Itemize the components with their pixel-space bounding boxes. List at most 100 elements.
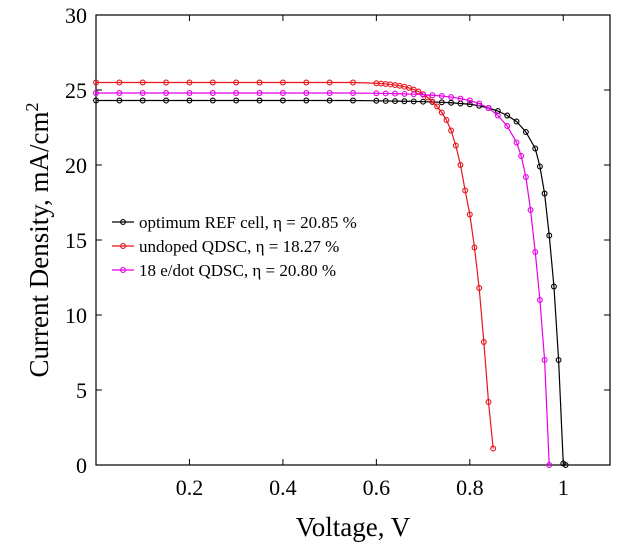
data-point [373, 97, 380, 104]
data-point [550, 283, 557, 290]
data-point [373, 90, 380, 97]
y-tick-labels: 0 5 10 15 20 25 30 [65, 3, 87, 478]
data-point [504, 112, 511, 119]
data-point [448, 99, 455, 106]
data-point [480, 339, 487, 345]
data-point [401, 98, 408, 105]
plot-area: 0.2 0.4 0.6 0.8 1 0 5 10 15 20 25 30 [65, 3, 611, 500]
data-point [256, 97, 263, 104]
data-point [438, 93, 445, 99]
data-point [555, 357, 562, 363]
data-point [209, 79, 216, 86]
series-0 [93, 97, 569, 468]
legend-label: optimum REF cell, η = 20.85 % [139, 213, 357, 232]
data-point [476, 285, 483, 291]
data-point [209, 90, 216, 96]
series-1 [93, 79, 497, 452]
data-point [326, 90, 333, 96]
data-point [546, 232, 553, 239]
data-point [546, 462, 553, 468]
x-tick-label: 1 [558, 475, 569, 500]
data-point [532, 249, 539, 255]
data-point [350, 97, 356, 104]
data-point [392, 98, 399, 105]
series-line [96, 92, 550, 466]
data-point [233, 90, 240, 96]
data-point [443, 117, 450, 123]
y-tick-label: 25 [65, 78, 87, 103]
data-point [186, 90, 193, 96]
data-point [401, 90, 408, 97]
legend-marker [120, 243, 126, 249]
data-point [326, 97, 333, 104]
y-tick-label: 30 [65, 3, 87, 28]
data-point [303, 90, 310, 96]
legend: optimum REF cell, η = 20.85 % undoped QDS… [112, 213, 357, 280]
data-point [163, 97, 170, 104]
series-layer [93, 79, 569, 468]
legend-label: 18 e/dot QDSC, η = 20.80 % [139, 261, 336, 280]
data-point [522, 129, 529, 135]
data-point [116, 97, 123, 104]
y-tick-label: 15 [65, 228, 87, 253]
data-point [326, 79, 333, 86]
data-point [527, 207, 534, 213]
data-point [457, 162, 464, 168]
data-point [256, 79, 263, 86]
data-point [163, 90, 170, 96]
data-point [522, 174, 529, 180]
data-point [186, 79, 193, 86]
y-tick-label: 10 [65, 303, 87, 328]
data-point [382, 97, 389, 104]
data-point [410, 98, 417, 105]
data-point [420, 98, 427, 105]
data-point [303, 97, 310, 104]
data-point [350, 90, 356, 96]
data-point [163, 79, 170, 86]
data-point [448, 127, 455, 134]
data-point [279, 90, 286, 96]
data-point [466, 97, 473, 104]
data-point [429, 98, 436, 105]
data-point [485, 399, 492, 405]
y-tick-label: 0 [76, 453, 87, 478]
data-point [452, 142, 459, 149]
data-point [504, 123, 511, 129]
data-point [116, 79, 123, 86]
axis-ticks [96, 14, 610, 466]
data-point [350, 79, 356, 86]
data-point [541, 190, 548, 197]
data-point [485, 105, 492, 111]
data-point [457, 95, 464, 102]
series-line [96, 99, 566, 466]
data-point [279, 97, 286, 104]
data-point [438, 109, 445, 116]
legend-entry-0: optimum REF cell, η = 20.85 % [112, 213, 357, 232]
y-tick-label: 20 [65, 153, 87, 178]
y-tick-label: 5 [76, 378, 87, 403]
data-point [233, 79, 240, 86]
legend-entry-1: undoped QDSC, η = 18.27 % [112, 237, 339, 256]
x-tick-label: 0.4 [269, 475, 297, 500]
y-axis-title-superscript: 2 [22, 103, 42, 112]
data-point [93, 79, 99, 86]
data-point [536, 297, 543, 303]
legend-marker [120, 267, 126, 273]
data-point [303, 79, 310, 86]
data-point [541, 357, 548, 363]
data-point [186, 97, 193, 104]
data-point [466, 101, 473, 108]
y-axis-title: Current Density, mA/cm2 [22, 103, 54, 378]
data-point [209, 97, 216, 104]
legend-entry-2: 18 e/dot QDSC, η = 20.80 % [112, 261, 336, 280]
data-point [93, 97, 99, 104]
data-point [233, 97, 240, 104]
x-tick-labels: 0.2 0.4 0.6 0.8 1 [176, 475, 569, 500]
data-point [513, 139, 520, 146]
data-point [466, 211, 473, 218]
x-tick-label: 0.8 [456, 475, 484, 500]
data-point [382, 90, 389, 97]
data-point [438, 99, 445, 106]
data-point [434, 103, 441, 110]
